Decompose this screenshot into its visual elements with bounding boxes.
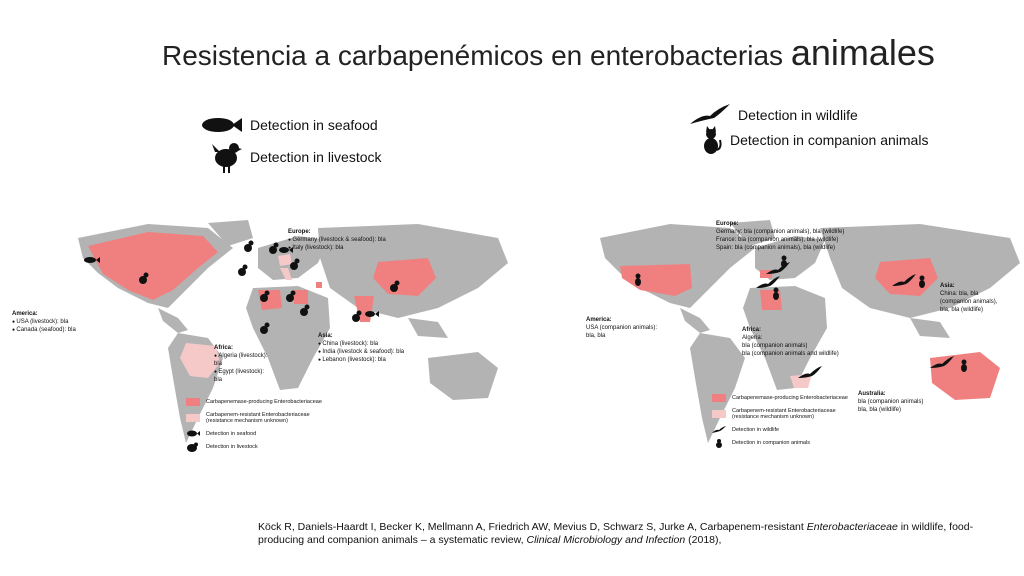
- algeria: [760, 290, 782, 310]
- left-note-america: America: USA (livestock): bla Canada (se…: [12, 310, 76, 334]
- greenland: [730, 220, 775, 246]
- fish-icon: [202, 118, 242, 132]
- southeast-asia: [910, 318, 950, 338]
- right-key-wildlife: Detection in wildlife: [712, 426, 779, 434]
- right-note-africa: Africa: Algeria: bla (companion animals)…: [742, 327, 839, 357]
- africa: [743, 286, 827, 390]
- legend-wildlife: Detection in wildlife: [690, 104, 858, 126]
- lebanon: [316, 282, 322, 288]
- australia: [428, 352, 498, 400]
- right-key-resistant: Carbapenem-resistant Enterobacteriaceae(…: [712, 408, 836, 420]
- right-key-companion: Detection in companion animals: [712, 438, 810, 448]
- central-america: [680, 308, 710, 333]
- bird-icon: [712, 426, 726, 433]
- chicken-icon: [212, 143, 242, 173]
- cat-icon: [716, 439, 722, 448]
- germany: [278, 254, 292, 266]
- citation: Köck R, Daniels-Haardt I, Becker K, Mell…: [258, 521, 974, 546]
- right-note-asia: Asia: China: bla, bla (companion animals…: [940, 283, 998, 313]
- title-main: Resistencia a carbapenémicos en enteroba…: [162, 40, 784, 71]
- chicken-icon: [187, 442, 198, 452]
- left-key-resistant: Carbapenem-resistant Enterobacteriaceae(…: [186, 412, 310, 424]
- legend-wildlife-label: Detection in wildlife: [738, 107, 858, 123]
- right-key-producing: Carbapenemase-producing Enterobacteriace…: [712, 394, 848, 402]
- left-key-producing: Carbapenemase-producing Enterobacteriace…: [186, 398, 322, 406]
- legend-companion: Detection in companion animals: [700, 126, 928, 154]
- legend-seafood-label: Detection in seafood: [250, 117, 378, 133]
- right-note-america: America: USA (companion animals): bla, b…: [586, 317, 658, 339]
- south-america: [690, 333, 745, 443]
- slide-title: Resistencia a carbapenémicos en enteroba…: [162, 32, 935, 74]
- usa: [620, 264, 692, 296]
- left-note-asia: Asia: China (livestock): bla India (live…: [318, 332, 404, 364]
- brazil: [180, 343, 220, 378]
- title-emphasis: animales: [790, 32, 935, 73]
- australia: [930, 352, 1000, 400]
- canada-usa: [88, 232, 218, 300]
- egypt: [294, 290, 308, 304]
- fish-icon: [187, 430, 200, 437]
- greenland: [208, 220, 253, 246]
- left-world-map: [78, 220, 508, 443]
- legend-livestock-label: Detection in livestock: [250, 149, 382, 165]
- bird-icon: [690, 104, 730, 124]
- europe: [755, 236, 825, 280]
- right-note-australia: Australia: bla (companion animals) bla, …: [858, 391, 924, 413]
- left-note-europe: Europe: Germany (livestock & seafood): b…: [288, 228, 386, 252]
- southeast-asia: [408, 318, 448, 338]
- italy: [280, 268, 292, 280]
- left-key-seafood: Detection in seafood: [186, 430, 256, 437]
- left-key-livestock: Detection in livestock: [186, 442, 258, 452]
- right-world-map: [600, 220, 1020, 443]
- south-africa: [790, 374, 812, 388]
- right-note-europe: Europe: Germany: bla (companion animals)…: [716, 221, 845, 251]
- cat-icon: [704, 126, 722, 154]
- left-note-africa: Africa: Algeria (livestock): bla Egypt (…: [214, 344, 267, 384]
- central-america: [158, 308, 188, 333]
- map-animal-icons: [635, 255, 967, 378]
- legend-seafood: Detection in seafood: [200, 116, 378, 134]
- legend-companion-label: Detection in companion animals: [730, 132, 929, 148]
- legend-livestock: Detection in livestock: [212, 140, 382, 174]
- china: [373, 258, 436, 296]
- africa: [246, 286, 330, 390]
